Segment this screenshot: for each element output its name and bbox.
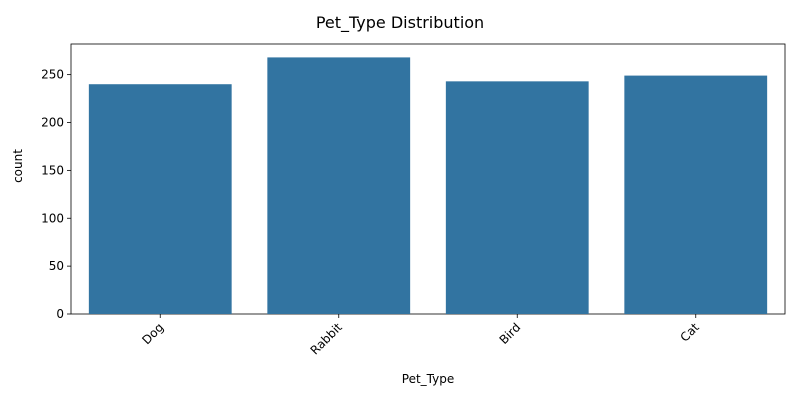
- bar-dog: [88, 84, 232, 314]
- y-tick-label-150: 150: [41, 163, 64, 177]
- x-axis: Dog Rabbit Bird Cat: [139, 314, 702, 357]
- x-tick-label-rabbit: Rabbit: [308, 320, 345, 357]
- y-axis-label: count: [11, 149, 25, 183]
- y-tick-label-100: 100: [41, 211, 64, 225]
- x-tick-label-dog: Dog: [139, 320, 166, 347]
- chart-title: Pet_Type Distribution: [316, 13, 484, 33]
- x-axis-label: Pet_Type: [402, 372, 454, 386]
- x-tick-label-cat: Cat: [678, 320, 703, 345]
- y-tick-label-250: 250: [41, 68, 64, 82]
- bars-layer: [88, 57, 768, 315]
- y-axis: 0 50 100 150 200 250: [41, 68, 71, 321]
- plot-frame: [70, 43, 786, 315]
- plot-area: [70, 43, 786, 315]
- y-tick-label-200: 200: [41, 116, 64, 130]
- y-tick-label-50: 50: [49, 259, 64, 273]
- bar-rabbit: [267, 57, 411, 314]
- bar-cat: [624, 75, 768, 315]
- bar-bird: [445, 81, 589, 314]
- y-tick-label-0: 0: [56, 307, 64, 321]
- x-tick-label-bird: Bird: [497, 320, 524, 347]
